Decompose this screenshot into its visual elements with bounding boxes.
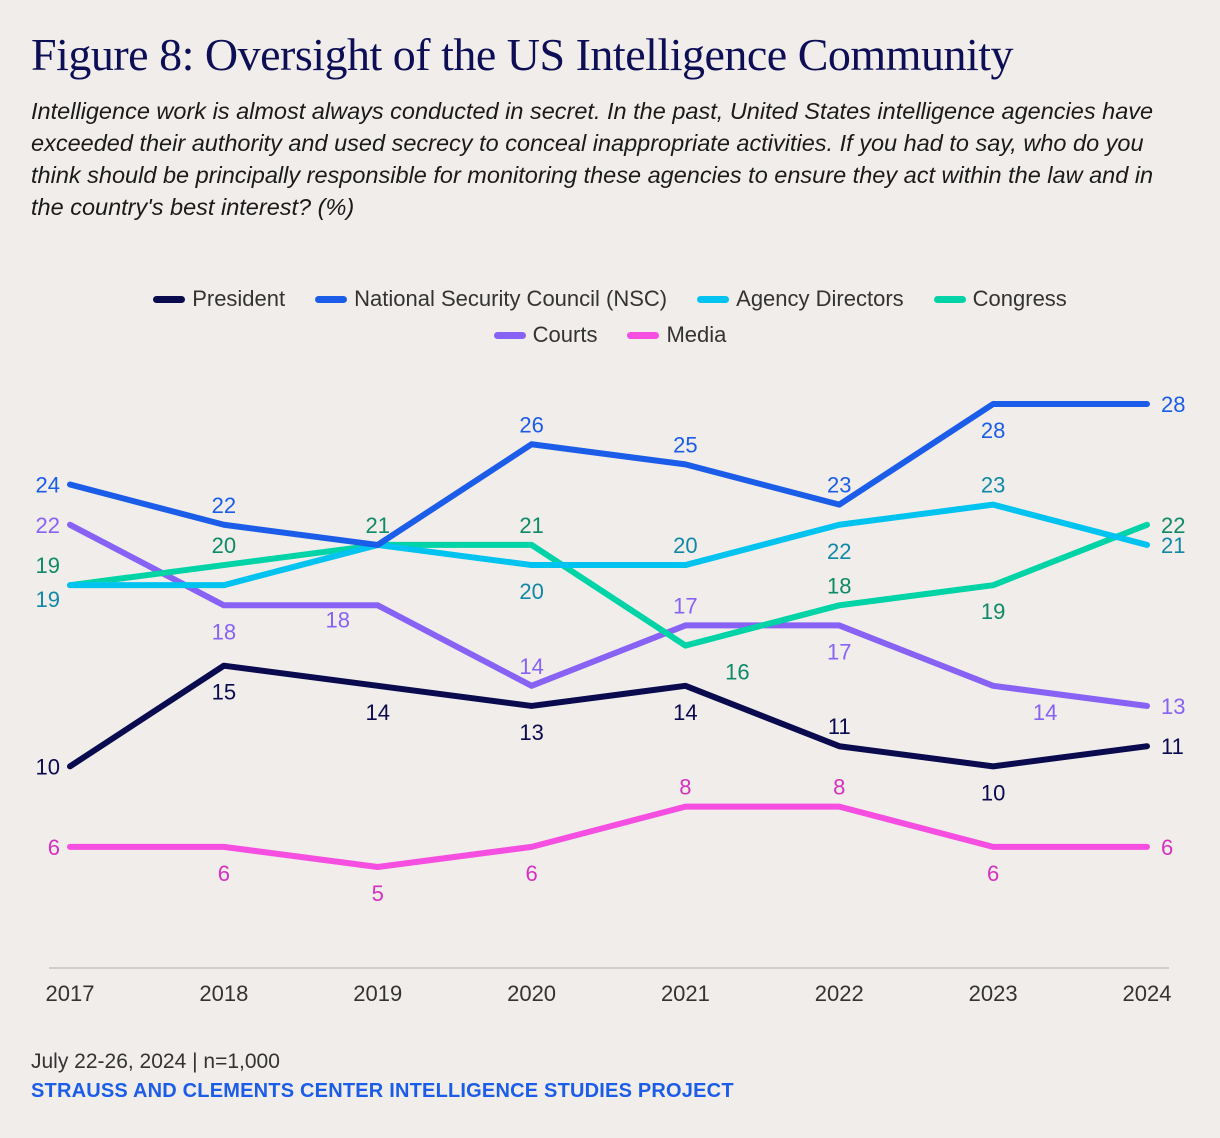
chart-subtitle: Intelligence work is almost always condu…	[31, 98, 1154, 220]
data-label: 6	[525, 861, 537, 886]
series-line-media	[67, 803, 1150, 870]
data-label: 19	[36, 553, 60, 578]
data-label: 8	[833, 775, 845, 800]
data-label: 6	[48, 835, 60, 860]
data-label: 21	[1161, 533, 1185, 558]
legend-row-1: President National Security Council (NSC…	[0, 281, 1220, 317]
line-chart: 2017 2018 2019 2020 2021 2022 2023 202410151413…	[36, 392, 1186, 1006]
data-label: 25	[673, 432, 697, 457]
series-line-national-security-council-nsc	[67, 401, 1150, 548]
legend-swatch	[315, 295, 348, 303]
legend-label: President	[192, 286, 286, 311]
data-label: 8	[679, 775, 691, 800]
legend: President National Security Council (NSC…	[0, 281, 1220, 353]
data-label: 21	[365, 513, 389, 538]
data-label: 22	[36, 513, 60, 538]
data-label: 23	[827, 473, 851, 498]
legend-item-president[interactable]: President	[153, 286, 285, 312]
data-label: 19	[981, 599, 1005, 624]
x-tick-label: 2021	[661, 981, 710, 1006]
data-label: 14	[519, 654, 543, 679]
data-label: 10	[36, 754, 60, 779]
data-label: 22	[1161, 513, 1185, 538]
data-label: 20	[673, 533, 697, 558]
legend-swatch	[933, 295, 966, 303]
survey-date: July 22-26, 2024 | n=1,000	[31, 1050, 280, 1073]
legend-label: Agency Directors	[736, 286, 904, 311]
data-label: 18	[827, 573, 851, 598]
data-label: 20	[519, 579, 543, 604]
data-label: 11	[828, 714, 851, 739]
data-label: 5	[372, 881, 384, 906]
data-label: 6	[987, 861, 999, 886]
data-label: 22	[212, 493, 236, 518]
x-tick-label: 2017	[46, 981, 95, 1006]
series-line-courts	[67, 521, 1150, 709]
data-label: 14	[673, 700, 697, 725]
x-tick-label: 2018	[199, 981, 248, 1006]
series-line-agency-directors	[67, 501, 1150, 589]
data-label: 15	[212, 680, 236, 705]
data-label: 17	[827, 639, 851, 664]
data-label: 18	[212, 619, 236, 644]
legend-label: Courts	[532, 322, 598, 347]
data-label: 21	[519, 513, 543, 538]
data-label: 20	[212, 533, 236, 558]
x-tick-label: 2022	[815, 981, 864, 1006]
data-label: 22	[827, 539, 851, 564]
legend-label: Media	[666, 322, 727, 347]
data-label: 28	[981, 418, 1005, 443]
data-label: 13	[1161, 694, 1185, 719]
legend-item-media[interactable]: Media	[627, 322, 726, 348]
legend-row-2: Courts Media	[0, 317, 1220, 353]
data-label: 18	[325, 607, 349, 632]
legend-item-agency-directors[interactable]: Agency Directors	[697, 286, 904, 312]
x-tick-label: 2020	[507, 981, 556, 1006]
series-line-president	[67, 662, 1150, 770]
data-label: 10	[981, 780, 1005, 805]
x-tick-label: 2024	[1123, 981, 1172, 1006]
legend-swatch	[697, 295, 730, 303]
x-tick-label: 2023	[969, 981, 1018, 1006]
data-label: 16	[725, 660, 749, 685]
series-line-congress	[67, 521, 1150, 649]
source-credit: STRAUSS AND CLEMENTS CENTER INTELLIGENCE…	[31, 1080, 734, 1102]
legend-swatch	[493, 331, 526, 339]
legend-label: National Security Council (NSC)	[354, 286, 668, 311]
data-label: 6	[1161, 835, 1173, 860]
data-label: 13	[519, 720, 543, 745]
chart-title: Figure 8: Oversight of the US Intelligen…	[31, 29, 1014, 80]
data-label: 14	[1033, 700, 1057, 725]
data-label: 24	[36, 473, 60, 498]
legend-swatch	[153, 295, 186, 303]
legend-item-nsc[interactable]: National Security Council (NSC)	[315, 286, 667, 312]
legend-swatch	[627, 331, 660, 339]
data-label: 11	[1161, 734, 1184, 759]
legend-item-courts[interactable]: Courts	[493, 322, 598, 348]
legend-label: Congress	[972, 286, 1067, 311]
data-label: 19	[36, 587, 60, 612]
data-label: 23	[981, 473, 1005, 498]
data-label: 17	[673, 593, 697, 618]
data-label: 14	[365, 700, 389, 725]
legend-item-congress[interactable]: Congress	[933, 286, 1067, 312]
data-label: 26	[519, 412, 543, 437]
x-tick-label: 2019	[353, 981, 402, 1006]
data-label: 6	[218, 861, 230, 886]
data-label: 28	[1161, 392, 1185, 417]
